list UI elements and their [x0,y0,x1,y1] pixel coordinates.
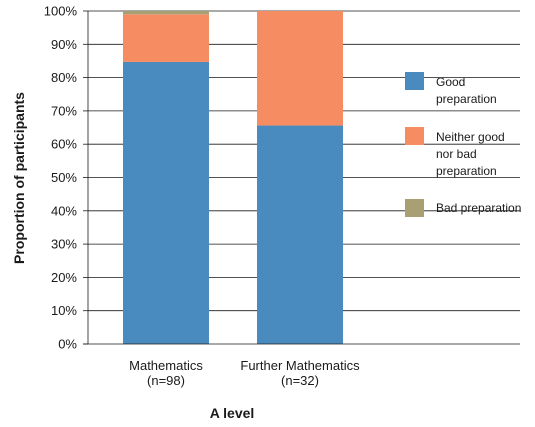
bar-segment [257,125,343,344]
y-tick-label: 40% [51,203,77,218]
x-axis: Mathematics (n=98) Further Mathematics (n=3… [83,343,520,388]
legend-swatch [405,199,424,217]
bars [123,11,343,344]
x-axis-title: A level [210,405,255,421]
bar-segment [123,11,209,15]
y-tick-label: 30% [51,237,77,252]
y-tick-label: 20% [51,270,77,285]
y-tick-label: 90% [51,37,77,52]
y-tick-label: 0% [58,337,77,352]
bar-segment [257,11,343,126]
y-tick-label: 80% [51,70,77,85]
y-tick-label: 50% [51,170,77,185]
legend-label: Good preparation [436,75,497,106]
y-tick-label: 10% [51,303,77,318]
y-tick-label: 100% [44,4,78,19]
bar-segment [123,61,209,344]
y-axis: 0% 10% 20% 30% 40% 50% 60% 70% 80% 90% 100% [44,4,89,352]
bar-segment [123,14,209,62]
y-axis-title: Proportion of participants [11,92,27,264]
x-tick-label: Further Mathematics (n=32) [240,358,360,388]
legend-swatch [405,127,424,145]
legend: Good preparation Neither good nor bad prepar… [405,72,521,217]
x-tick-label: Mathematics (n=98) [129,358,203,388]
legend-label: Neither good nor bad preparation [436,130,505,178]
legend-label: Bad preparation [436,201,521,215]
legend-swatch [405,72,424,90]
y-tick-label: 70% [51,103,77,118]
y-tick-label: 60% [51,137,77,152]
